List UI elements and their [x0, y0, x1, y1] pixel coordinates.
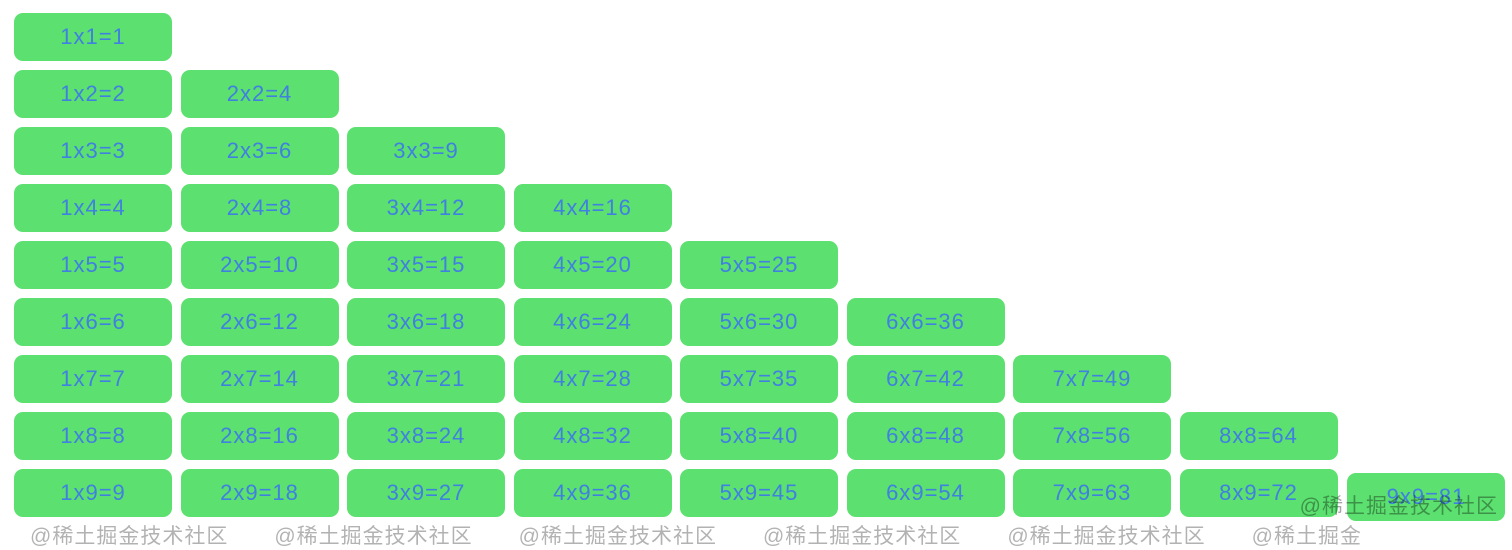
multiplication-cell: 7x8=56 — [1013, 412, 1171, 460]
multiplication-cell: 2x9=18 — [180, 469, 339, 517]
table-row: 1x9=9 2x9=18 3x9=27 4x9=36 5x9=45 6x9=54 7x9=6… — [14, 469, 1512, 521]
table-row: 1x7=7 2x7=14 3x7=21 4x7=28 5x7=35 6x7=42 7x7=4… — [14, 355, 1512, 403]
multiplication-cell: 2x4=8 — [180, 184, 339, 232]
multiplication-cell: 5x8=40 — [680, 412, 838, 460]
multiplication-cell: 5x9=45 — [680, 469, 838, 517]
multiplication-cell: 4x8=32 — [513, 412, 672, 460]
multiplication-cell: 3x7=21 — [347, 355, 505, 403]
multiplication-cell: 2x2=4 — [180, 70, 339, 118]
multiplication-cell: 2x5=10 — [180, 241, 339, 289]
multiplication-cell: 5x5=25 — [680, 241, 838, 289]
multiplication-cell: 5x7=35 — [680, 355, 838, 403]
multiplication-cell: 2x3=6 — [180, 127, 339, 175]
multiplication-cell: 1x4=4 — [14, 184, 172, 232]
multiplication-cell: 1x7=7 — [14, 355, 172, 403]
multiplication-cell: 4x5=20 — [513, 241, 672, 289]
multiplication-cell: 1x2=2 — [14, 70, 172, 118]
multiplication-cell: 1x3=3 — [14, 127, 172, 175]
table-row: 1x5=5 2x5=10 3x5=15 4x5=20 5x5=25 — [14, 241, 1512, 289]
multiplication-cell: 7x9=63 — [1013, 469, 1171, 517]
table-row: 1x3=3 2x3=6 3x3=9 — [14, 127, 1512, 175]
multiplication-cell: 1x5=5 — [14, 241, 172, 289]
multiplication-cell: 9x9=81 — [1347, 473, 1505, 521]
table-row: 1x1=1 — [14, 13, 1512, 61]
multiplication-cell: 1x1=1 — [14, 13, 172, 61]
multiplication-cell: 3x9=27 — [347, 469, 505, 517]
multiplication-cell: 3x4=12 — [347, 184, 505, 232]
multiplication-cell: 6x6=36 — [846, 298, 1005, 346]
table-row: 1x8=8 2x8=16 3x8=24 4x8=32 5x8=40 6x8=48 7x8=5… — [14, 412, 1512, 460]
multiplication-cell: 1x9=9 — [14, 469, 172, 517]
multiplication-cell: 8x9=72 — [1179, 469, 1338, 517]
multiplication-cell: 2x8=16 — [180, 412, 339, 460]
multiplication-cell: 3x6=18 — [347, 298, 505, 346]
multiplication-cell: 1x8=8 — [14, 412, 172, 460]
multiplication-cell: 6x8=48 — [846, 412, 1005, 460]
multiplication-cell: 2x6=12 — [180, 298, 339, 346]
multiplication-cell: 4x7=28 — [513, 355, 672, 403]
multiplication-cell: 4x6=24 — [513, 298, 672, 346]
multiplication-cell: 1x6=6 — [14, 298, 172, 346]
table-row: 1x4=4 2x4=8 3x4=12 4x4=16 — [14, 184, 1512, 232]
multiplication-cell: 4x4=16 — [513, 184, 672, 232]
multiplication-cell: 3x3=9 — [347, 127, 505, 175]
multiplication-cell: 2x7=14 — [180, 355, 339, 403]
multiplication-cell: 6x7=42 — [846, 355, 1005, 403]
multiplication-cell: 6x9=54 — [846, 469, 1005, 517]
multiplication-table: 1x1=1 1x2=2 2x2=4 1x3=3 2x3=6 3x3=9 1x4=4 2x4=8… — [14, 13, 1512, 527]
multiplication-cell: 5x6=30 — [680, 298, 838, 346]
table-row: 1x6=6 2x6=12 3x6=18 4x6=24 5x6=30 6x6=36 — [14, 298, 1512, 346]
multiplication-cell: 3x5=15 — [347, 241, 505, 289]
table-row: 1x2=2 2x2=4 — [14, 70, 1512, 118]
multiplication-cell: 8x8=64 — [1179, 412, 1338, 460]
multiplication-cell: 3x8=24 — [347, 412, 505, 460]
multiplication-cell: 4x9=36 — [513, 469, 672, 517]
multiplication-cell: 7x7=49 — [1013, 355, 1171, 403]
